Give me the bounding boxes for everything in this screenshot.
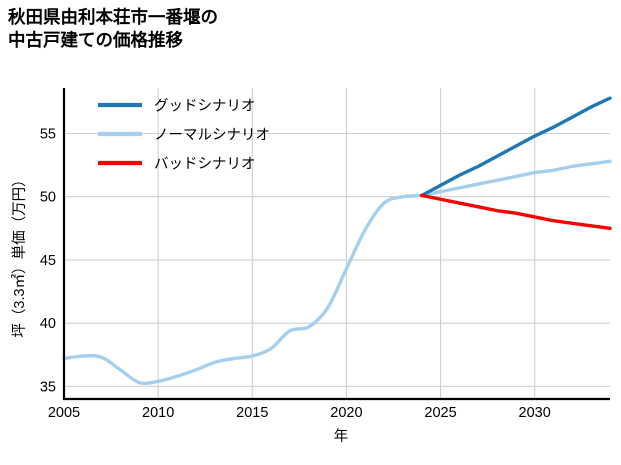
- legend-label: グッドシナリオ: [154, 98, 256, 115]
- legend-label: バッドシナリオ: [154, 157, 256, 173]
- x-tick-label: 2005: [48, 405, 80, 421]
- x-tick-label: 2020: [330, 405, 362, 421]
- series-group: [62, 96, 612, 386]
- x-tick-labels: 2005 2010 2015 2020 2025 2030: [48, 405, 551, 421]
- y-tick-label: 45: [40, 253, 56, 269]
- y-tick-label: 35: [40, 379, 56, 395]
- y-tick-label: 55: [40, 127, 56, 143]
- x-axis-title: 年: [334, 428, 349, 445]
- axis-spine: [62, 88, 610, 401]
- x-tick-label: 2010: [142, 405, 174, 421]
- x-tick-label: 2015: [236, 405, 268, 421]
- y-tick-label: 40: [40, 316, 56, 332]
- series-line-normal: [62, 159, 612, 386]
- y-tick-labels: 35 40 45 50 55: [40, 127, 56, 396]
- x-tick-label: 2025: [424, 405, 456, 421]
- y-axis-title: 坪（3.3㎡）単価（万円）: [11, 172, 28, 337]
- y-tick-label: 50: [40, 190, 56, 206]
- series-line-good: [420, 96, 612, 198]
- series-line-bad: [420, 193, 612, 231]
- chart-title: 秋田県由利本荘市一番堰の 中古戸建ての価格推移: [8, 7, 218, 51]
- gridlines-group: [63, 88, 610, 399]
- axis-spines: [62, 88, 610, 401]
- legend-label: ノーマルシナリオ: [154, 128, 270, 144]
- x-tick-label: 2030: [519, 405, 551, 421]
